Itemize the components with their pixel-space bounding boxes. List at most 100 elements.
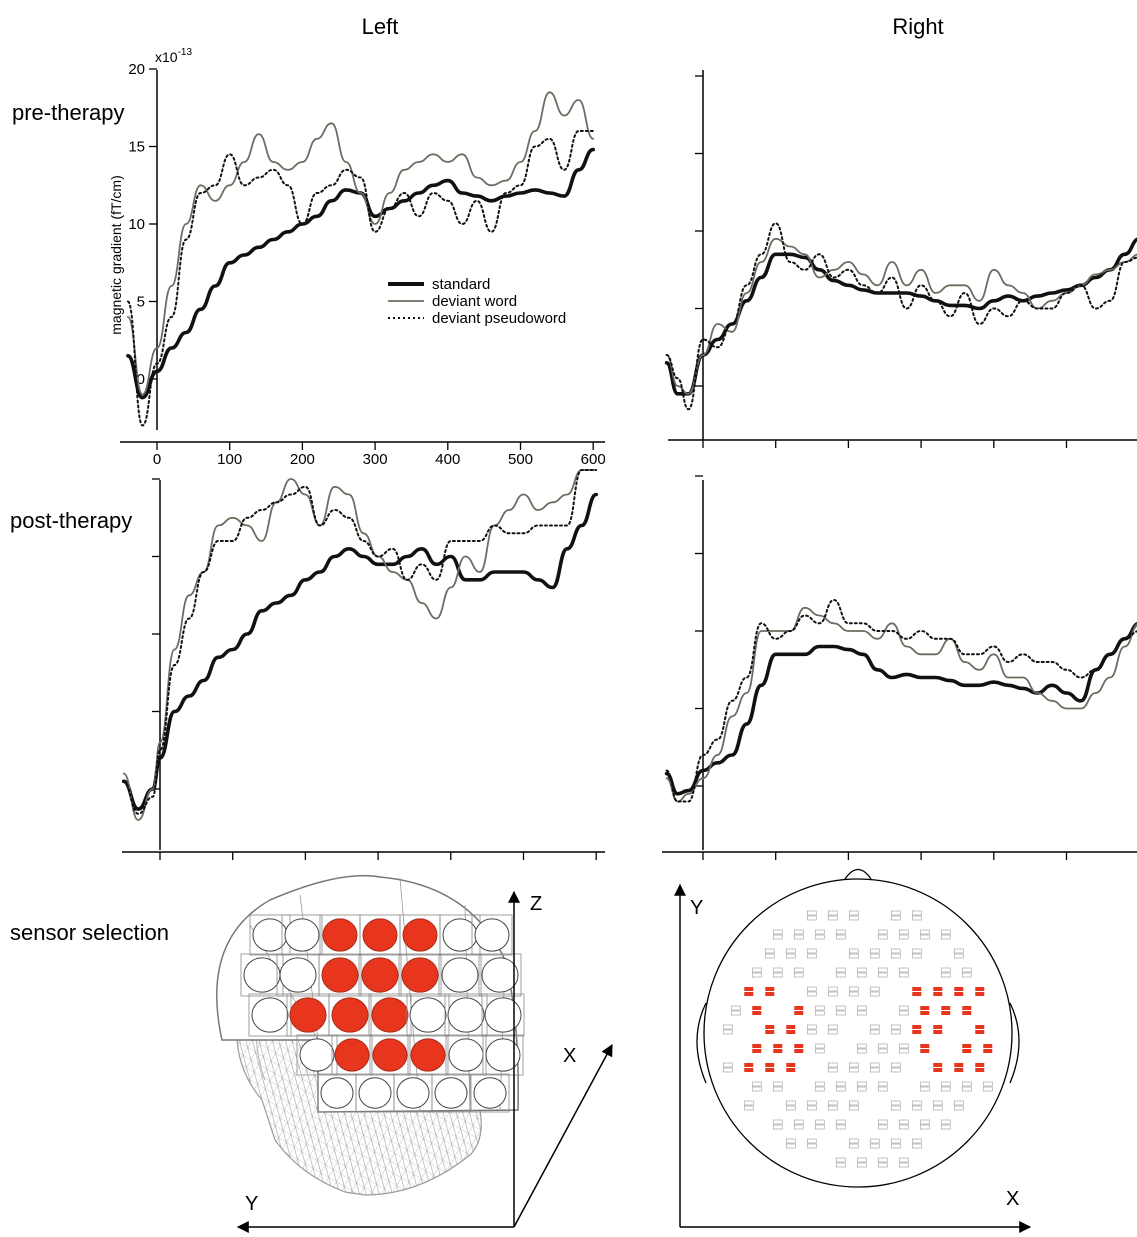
sensor-selected xyxy=(786,1063,796,1067)
sensor-selected xyxy=(983,1044,993,1048)
x-axis-arrow-3d xyxy=(513,1043,613,1228)
series-line-standard xyxy=(664,622,1137,796)
sensor xyxy=(764,948,775,954)
sensor xyxy=(827,1105,838,1111)
sensor-selected xyxy=(975,987,985,991)
sensor-selected xyxy=(975,1030,985,1034)
x-tick-label: 0 xyxy=(153,451,161,468)
sensor xyxy=(890,1024,901,1030)
x-tick-label: 500 xyxy=(508,451,533,468)
sensor xyxy=(932,1100,943,1106)
sensor xyxy=(877,1119,888,1125)
sensor xyxy=(869,1138,880,1144)
sensor xyxy=(764,953,775,959)
x-tick-label: 600 xyxy=(581,451,606,468)
helmet-sensor-selected xyxy=(289,997,327,1033)
sensor xyxy=(848,915,859,921)
sensor xyxy=(806,915,817,921)
sensor xyxy=(953,953,964,959)
sensor xyxy=(869,953,880,959)
sensor-selected xyxy=(975,1068,985,1072)
sensor xyxy=(856,1005,867,1011)
sensor xyxy=(785,1138,796,1144)
sensor-selected xyxy=(954,1063,964,1067)
helmet-sensor-frame xyxy=(482,1034,524,1076)
sensor xyxy=(743,1100,754,1106)
sensor xyxy=(806,953,817,959)
helmet-sensor xyxy=(448,1038,484,1072)
sensor xyxy=(877,1081,888,1087)
sensor xyxy=(827,910,838,916)
sensor xyxy=(848,1100,859,1106)
helmet-sensor xyxy=(299,1038,335,1072)
sensor xyxy=(869,986,880,992)
y-multiplier: x10-13 xyxy=(155,47,192,65)
row-title-pre: pre-therapy xyxy=(12,100,125,125)
y-tick-label: 10 xyxy=(128,216,145,233)
helmet-sensor xyxy=(481,957,519,993)
helmet-sensor xyxy=(474,918,510,952)
helmet-sensor-selected xyxy=(321,957,359,993)
helmet-sensor-frame xyxy=(369,1034,411,1076)
sensor-selected xyxy=(962,1044,972,1048)
sensor xyxy=(898,1162,909,1168)
sensor-selected xyxy=(933,1025,943,1029)
sensor-selected xyxy=(773,1049,783,1053)
sensor xyxy=(890,953,901,959)
helmet-sensor-frame xyxy=(407,1034,449,1076)
x-axis-label-3d: X xyxy=(563,1045,576,1067)
sensor xyxy=(785,953,796,959)
sensor-selected xyxy=(765,992,775,996)
series-line-deviant-pseudoword xyxy=(665,599,1137,803)
sensor-selected xyxy=(744,1068,754,1072)
sensor xyxy=(814,929,825,935)
sensor xyxy=(890,948,901,954)
sensor-selected xyxy=(752,1011,762,1015)
sensor xyxy=(814,1124,825,1130)
sensor xyxy=(890,1138,901,1144)
sensor xyxy=(806,1029,817,1035)
sensor xyxy=(848,1138,859,1144)
sensor xyxy=(898,1124,909,1130)
sensor xyxy=(898,1043,909,1049)
sensor-selected xyxy=(794,1011,804,1015)
sensor xyxy=(961,1081,972,1087)
sensor xyxy=(856,1086,867,1092)
sensor xyxy=(848,986,859,992)
sensor xyxy=(835,1162,846,1168)
sensor xyxy=(827,1067,838,1073)
helmet-sensor-frame xyxy=(398,953,442,997)
sensor xyxy=(793,967,804,973)
sensor xyxy=(940,934,951,940)
sensor xyxy=(835,934,846,940)
series-line-standard xyxy=(121,492,598,811)
sensor xyxy=(785,948,796,954)
sensor xyxy=(772,972,783,978)
helmet-sensor-frame xyxy=(358,953,402,997)
helmet-sensor-frame xyxy=(470,1073,510,1113)
sensor-selected xyxy=(744,992,754,996)
column-title-right: Right xyxy=(892,14,943,39)
sensor-selected xyxy=(954,1068,964,1072)
sensor xyxy=(961,1086,972,1092)
sensor-selected xyxy=(912,1025,922,1029)
sensor xyxy=(890,1067,901,1073)
sensor xyxy=(814,1081,825,1087)
sensor-selected xyxy=(765,1068,775,1072)
sensor xyxy=(890,1029,901,1035)
sensor xyxy=(877,967,888,973)
sensor xyxy=(856,972,867,978)
sensor xyxy=(856,1081,867,1087)
legend-label-deviant-word: deviant word xyxy=(432,293,517,310)
sensor xyxy=(856,967,867,973)
helmet-sensor xyxy=(284,918,320,952)
sensor-selected xyxy=(975,1025,985,1029)
helmet-sensor xyxy=(358,1077,392,1109)
sensor xyxy=(911,948,922,954)
sensor xyxy=(835,967,846,973)
helmet-sensor xyxy=(434,1077,468,1109)
sensor xyxy=(743,1105,754,1111)
x-tick-label: 400 xyxy=(435,451,460,468)
sensor xyxy=(856,1010,867,1016)
sensor xyxy=(869,1024,880,1030)
